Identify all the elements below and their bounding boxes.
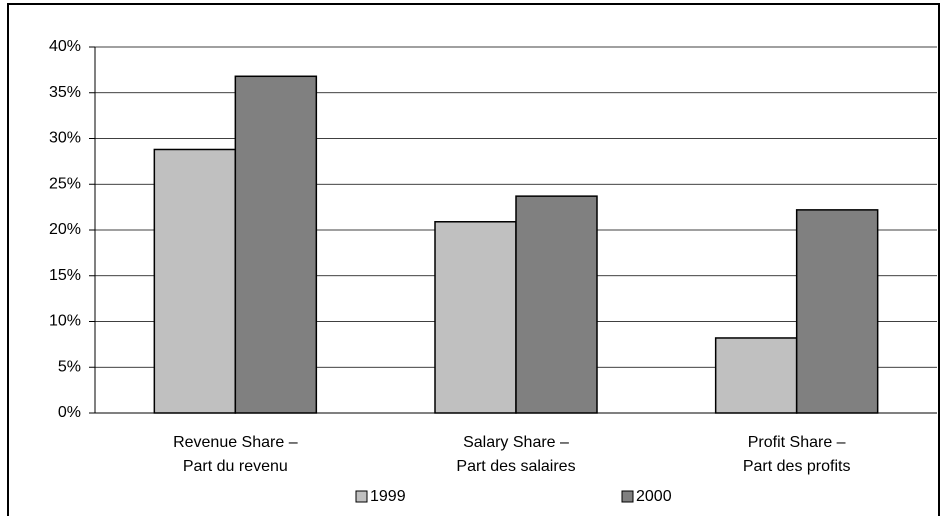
x-tick-label-line: Part des profits <box>743 458 851 475</box>
legend-label: 2000 <box>636 488 672 505</box>
bar <box>153 148 237 414</box>
bar <box>714 337 798 414</box>
bar <box>795 209 879 414</box>
bar <box>515 195 598 414</box>
x-tick-label-line: Profit Share – <box>748 434 846 451</box>
y-tick-label: 40% <box>49 38 81 55</box>
y-tick-label: 0% <box>58 404 81 421</box>
legend-swatch <box>355 490 368 503</box>
bar <box>434 221 517 414</box>
legend-label: 1999 <box>370 488 406 505</box>
x-tick-label-line: Salary Share – <box>463 434 569 451</box>
y-tick-label: 35% <box>49 84 81 101</box>
y-tick-label: 20% <box>49 221 81 238</box>
x-tick-label-line: Revenue Share – <box>173 434 298 451</box>
x-tick-label-line: Part du revenu <box>183 458 288 475</box>
y-tick-label: 5% <box>58 358 81 375</box>
x-tick-label: Revenue Share – Part du revenu <box>173 434 298 475</box>
legend-swatch <box>621 490 634 503</box>
x-tick-label: Profit Share – Part des profits <box>743 434 851 475</box>
bar <box>234 75 318 414</box>
x-tick-label: Salary Share – Part des salaires <box>456 434 575 475</box>
y-tick-label: 30% <box>49 130 81 147</box>
y-tick-label: 15% <box>49 267 81 284</box>
y-tick-label: 25% <box>49 175 81 192</box>
y-tick-label: 10% <box>49 313 81 330</box>
x-tick-label-line: Part des salaires <box>456 458 575 475</box>
